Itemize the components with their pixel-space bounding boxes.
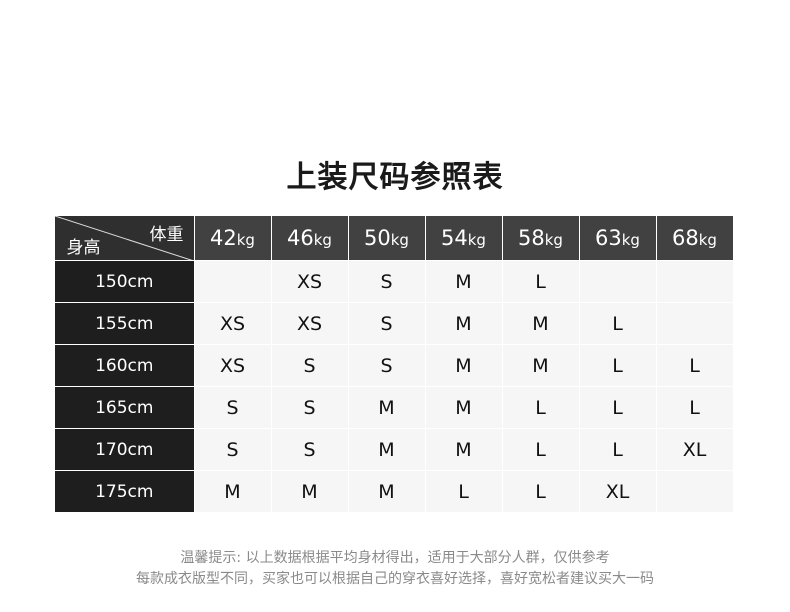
size-cell: XS bbox=[270, 260, 349, 303]
size-cell bbox=[655, 302, 734, 345]
size-cell: S bbox=[270, 386, 349, 429]
size-cell bbox=[655, 470, 734, 513]
size-cell: S bbox=[270, 428, 349, 471]
size-cell: S bbox=[193, 428, 272, 471]
size-cell: L bbox=[424, 470, 503, 513]
size-cell: L bbox=[501, 386, 580, 429]
size-cell: M bbox=[501, 344, 580, 387]
height-cell: 160cm bbox=[54, 344, 195, 387]
size-cell: M bbox=[347, 470, 426, 513]
header-row: 体重 身高 42kg 46kg 50kg 54kg 58kg 63kg 68kg bbox=[54, 215, 734, 261]
size-cell: M bbox=[424, 428, 503, 471]
size-cell: M bbox=[347, 428, 426, 471]
height-cell: 175cm bbox=[54, 470, 195, 513]
height-cell: 165cm bbox=[54, 386, 195, 429]
size-cell: XS bbox=[193, 344, 272, 387]
size-cell: S bbox=[347, 260, 426, 303]
size-cell: S bbox=[193, 386, 272, 429]
page-title: 上装尺码参照表 bbox=[286, 160, 504, 195]
size-cell bbox=[193, 260, 272, 303]
size-cell: S bbox=[270, 344, 349, 387]
size-cell: XS bbox=[193, 302, 272, 345]
size-cell: M bbox=[424, 386, 503, 429]
weight-header: 63kg bbox=[578, 215, 657, 261]
size-cell: XL bbox=[655, 428, 734, 471]
size-cell: L bbox=[501, 260, 580, 303]
table-row: 165cm S S M M L L L bbox=[54, 386, 734, 429]
weight-value: 46 bbox=[287, 226, 314, 250]
size-cell: L bbox=[578, 344, 657, 387]
size-cell: M bbox=[424, 302, 503, 345]
table-row: 155cm XS XS S M M L bbox=[54, 302, 734, 345]
weight-header: 68kg bbox=[655, 215, 734, 261]
size-cell: L bbox=[655, 344, 734, 387]
size-cell: XS bbox=[270, 302, 349, 345]
weight-header: 46kg bbox=[270, 215, 349, 261]
weight-value: 68 bbox=[672, 226, 699, 250]
size-cell: L bbox=[578, 386, 657, 429]
table-row: 160cm XS S S M M L L bbox=[54, 344, 734, 387]
weight-value: 42 bbox=[210, 226, 237, 250]
table-row: 175cm M M M L L XL bbox=[54, 470, 734, 513]
height-cell: 170cm bbox=[54, 428, 195, 471]
size-cell: M bbox=[347, 386, 426, 429]
size-cell: M bbox=[193, 470, 272, 513]
size-cell: L bbox=[501, 428, 580, 471]
size-cell: S bbox=[347, 344, 426, 387]
size-cell: L bbox=[501, 470, 580, 513]
size-cell: M bbox=[501, 302, 580, 345]
diagonal-divider bbox=[54, 216, 191, 260]
size-cell: M bbox=[424, 260, 503, 303]
weight-value: 54 bbox=[441, 226, 468, 250]
weight-unit: kg bbox=[313, 231, 332, 249]
table-row: 150cm XS S M L bbox=[54, 260, 734, 303]
weight-unit: kg bbox=[544, 231, 563, 249]
size-cell: L bbox=[578, 428, 657, 471]
size-cell: S bbox=[347, 302, 426, 345]
height-cell: 155cm bbox=[54, 302, 195, 345]
weight-header: 54kg bbox=[424, 215, 503, 261]
height-label: 身高 bbox=[66, 238, 101, 258]
table-row: 170cm S S M M L L XL bbox=[54, 428, 734, 471]
weight-value: 58 bbox=[518, 226, 545, 250]
weight-unit: kg bbox=[698, 231, 717, 249]
weight-unit: kg bbox=[467, 231, 486, 249]
weight-value: 50 bbox=[364, 226, 391, 250]
weight-unit: kg bbox=[621, 231, 640, 249]
weight-header: 50kg bbox=[347, 215, 426, 261]
size-cell: M bbox=[424, 344, 503, 387]
size-cell: L bbox=[655, 386, 734, 429]
weight-unit: kg bbox=[390, 231, 409, 249]
size-cell bbox=[655, 260, 734, 303]
note-line: 每款成衣版型不同，买家也可以根据自己的穿衣喜好选择，喜好宽松者建议买大一码 bbox=[136, 571, 654, 587]
weight-header: 58kg bbox=[501, 215, 580, 261]
weight-header: 42kg bbox=[193, 215, 272, 261]
size-cell: XL bbox=[578, 470, 657, 513]
size-cell: M bbox=[270, 470, 349, 513]
note-line: 温馨提示: 以上数据根据平均身材得出，适用于大部分人群，仅供参考 bbox=[180, 550, 610, 566]
weight-label: 体重 bbox=[149, 225, 184, 245]
weight-unit: kg bbox=[236, 231, 255, 249]
size-chart-table: 体重 身高 42kg 46kg 50kg 54kg 58kg 63kg 68kg 150cm… bbox=[54, 215, 734, 513]
size-cell: L bbox=[578, 302, 657, 345]
notes: 温馨提示: 以上数据根据平均身材得出，适用于大部分人群，仅供参考 每款成衣版型不… bbox=[0, 548, 790, 590]
weight-value: 63 bbox=[595, 226, 622, 250]
height-cell: 150cm bbox=[54, 260, 195, 303]
size-cell bbox=[578, 260, 657, 303]
corner-cell: 体重 身高 bbox=[54, 215, 195, 261]
